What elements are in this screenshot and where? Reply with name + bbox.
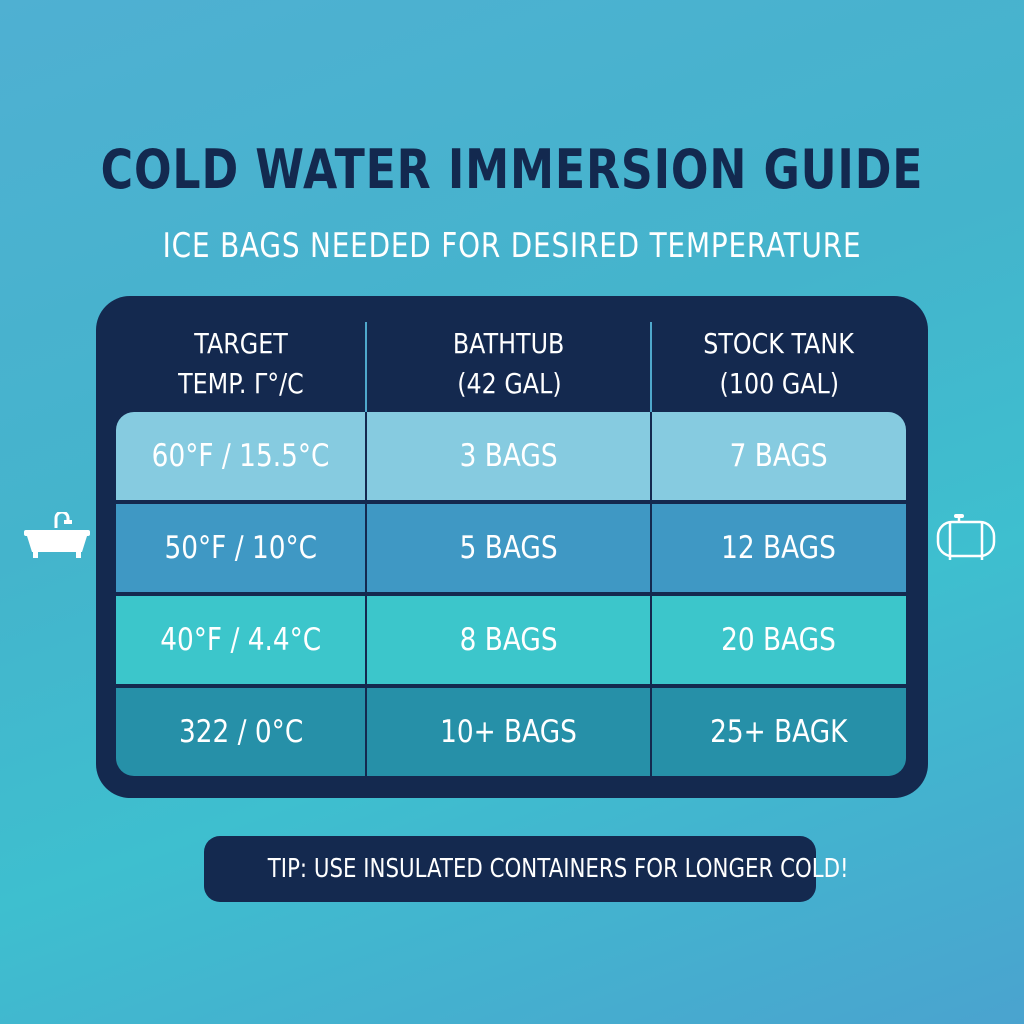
table-row: 50°F / 10°C 5 BAGS 12 BAGS (116, 504, 906, 592)
tank-cell: 7 BAGS (729, 438, 828, 474)
temp-cell: 60°F / 15.5°C (152, 438, 330, 474)
tank-cell: 12 BAGS (721, 530, 836, 566)
page-title: COLD WATER IMMERSION GUIDE (100, 138, 924, 201)
ice-bag-table: TARGET TEMP. Γ°/C BATHTUB (42 GAL) STOCK… (96, 296, 928, 798)
bathtub-cell: 8 BAGS (459, 622, 558, 658)
row-divider (116, 501, 906, 504)
table-body: 60°F / 15.5°C 3 BAGS 7 BAGS 50°F / 10°C … (116, 412, 906, 776)
header-divider (365, 322, 367, 412)
header-bathtub: BATHTUB (42 GAL) (453, 327, 565, 400)
column-divider (650, 412, 652, 776)
tip-banner: TIP: USE INSULATED CONTAINERS FOR LONGER… (204, 836, 849, 902)
column-divider (365, 412, 367, 776)
header-target-temp: TARGET TEMP. Γ°/C (178, 327, 304, 400)
header-divider (650, 322, 652, 412)
temp-cell: 50°F / 10°C (164, 530, 318, 566)
temp-cell: 40°F / 4.4°C (160, 622, 322, 658)
tank-cell: 20 BAGS (721, 622, 836, 658)
bathtub-cell: 5 BAGS (459, 530, 558, 566)
header-stock-tank: STOCK TANK (100 GAL) (703, 327, 855, 400)
table-row: 322 / 0°C 10+ BAGS 25+ BAGK (116, 688, 906, 776)
page-subtitle: ICE BAGS NEEDED FOR DESIRED TEMPERATURE (162, 226, 862, 266)
bathtub-icon (22, 510, 92, 566)
bathtub-cell: 3 BAGS (459, 438, 558, 474)
stock-tank-icon (934, 512, 998, 566)
tank-cell: 25+ BAGK (709, 714, 848, 750)
temp-cell: 322 / 0°C (178, 714, 304, 750)
table-row: 60°F / 15.5°C 3 BAGS 7 BAGS (116, 412, 906, 500)
table-row: 40°F / 4.4°C 8 BAGS 20 BAGS (116, 596, 906, 684)
row-divider (116, 685, 906, 688)
row-divider (116, 593, 906, 596)
bathtub-cell: 10+ BAGS (440, 714, 577, 750)
